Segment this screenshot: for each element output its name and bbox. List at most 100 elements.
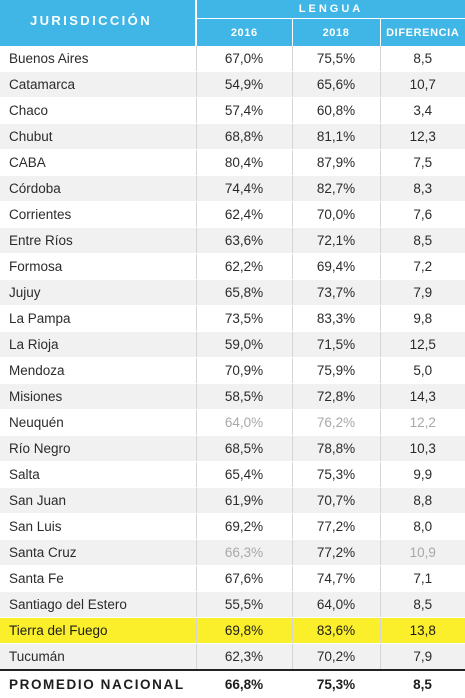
- jurisdiccion-cell: Misiones: [0, 383, 197, 410]
- header-jurisdiccion: JURISDICCIÓN: [0, 0, 197, 46]
- value-2016-cell: 65,4%: [195, 461, 292, 488]
- diferencia-cell: 9,8: [379, 305, 465, 332]
- value-2016-cell: 62,3%: [195, 643, 292, 671]
- table-row: La Pampa 73,5% 83,3% 9,8: [0, 305, 465, 332]
- value-2018-cell: 76,2%: [291, 409, 380, 436]
- jurisdiccion-cell: CABA: [0, 149, 197, 176]
- jurisdiccion-cell: Tucumán: [0, 643, 197, 671]
- jurisdiccion-cell: La Rioja: [0, 331, 197, 358]
- jurisdiccion-cell: Salta: [0, 461, 197, 488]
- total-2016: 66,8%: [196, 669, 292, 698]
- table-row: San Juan 61,9% 70,7% 8,8: [0, 487, 465, 514]
- jurisdiccion-cell: Entre Ríos: [0, 227, 197, 254]
- diferencia-cell: 7,5: [379, 149, 465, 176]
- table-row: Córdoba 74,4% 82,7% 8,3: [0, 175, 465, 202]
- diferencia-cell: 7,2: [379, 253, 465, 280]
- table-row: Catamarca 54,9% 65,6% 10,7: [0, 71, 465, 98]
- jurisdiccion-cell: Mendoza: [0, 357, 197, 384]
- value-2018-cell: 74,7%: [291, 565, 380, 592]
- table-row: San Luis 69,2% 77,2% 8,0: [0, 513, 465, 540]
- diferencia-cell: 10,3: [379, 435, 465, 462]
- value-2018-cell: 73,7%: [291, 279, 380, 306]
- value-2018-cell: 72,1%: [291, 227, 380, 254]
- value-2018-cell: 75,5%: [291, 46, 380, 72]
- diferencia-cell: 7,9: [379, 279, 465, 306]
- jurisdiccion-cell: Santa Cruz: [0, 539, 197, 566]
- table-row: Mendoza 70,9% 75,9% 5,0: [0, 357, 465, 384]
- jurisdiccion-cell: San Juan: [0, 487, 197, 514]
- value-2018-cell: 69,4%: [291, 253, 380, 280]
- value-2016-cell: 54,9%: [195, 71, 292, 98]
- value-2018-cell: 77,2%: [291, 539, 380, 566]
- value-2016-cell: 73,5%: [195, 305, 292, 332]
- table-row: Misiones 58,5% 72,8% 14,3: [0, 383, 465, 410]
- jurisdiccion-cell: Santa Fe: [0, 565, 197, 592]
- table-row: Neuquén 64,0% 76,2% 12,2: [0, 409, 465, 436]
- diferencia-cell: 9,9: [379, 461, 465, 488]
- diferencia-cell: 7,9: [379, 643, 465, 671]
- jurisdiccion-cell: Córdoba: [0, 175, 197, 202]
- value-2016-cell: 62,4%: [195, 201, 292, 228]
- jurisdiccion-cell: Chubut: [0, 123, 197, 150]
- value-2018-cell: 78,8%: [291, 435, 380, 462]
- jurisdiccion-cell: Formosa: [0, 253, 197, 280]
- diferencia-cell: 14,3: [379, 383, 465, 410]
- value-2016-cell: 59,0%: [195, 331, 292, 358]
- table-row: Río Negro 68,5% 78,8% 10,3: [0, 435, 465, 462]
- header-lengua: LENGUA: [196, 0, 465, 19]
- table-row: Salta 65,4% 75,3% 9,9: [0, 461, 465, 488]
- table-row: Corrientes 62,4% 70,0% 7,6: [0, 201, 465, 228]
- table-row: Santiago del Estero 55,5% 64,0% 8,5: [0, 591, 465, 618]
- table-row: Chaco 57,4% 60,8% 3,4: [0, 97, 465, 124]
- value-2018-cell: 72,8%: [291, 383, 380, 410]
- jurisdiccion-cell: Jujuy: [0, 279, 197, 306]
- value-2016-cell: 63,6%: [195, 227, 292, 254]
- highlighted-row: Tierra del Fuego 69,8% 83,6% 13,8: [0, 617, 465, 644]
- table-row: Chubut 68,8% 81,1% 12,3: [0, 123, 465, 150]
- jurisdiccion-cell: Río Negro: [0, 435, 197, 462]
- table-header: JURISDICCIÓN LENGUA 2016 2018 DIFERENCIA: [0, 0, 465, 46]
- diferencia-cell: 8,5: [379, 591, 465, 618]
- jurisdiccion-cell: Santiago del Estero: [0, 591, 197, 618]
- jurisdiccion-cell: Neuquén: [0, 409, 197, 436]
- jurisdiccion-cell: Corrientes: [0, 201, 197, 228]
- total-diferencia: 8,5: [380, 669, 465, 698]
- jurisdiccion-cell: Tierra del Fuego: [0, 617, 197, 644]
- value-2018-cell: 82,7%: [291, 175, 380, 202]
- value-2016-cell: 66,3%: [195, 539, 292, 566]
- total-label: PROMEDIO NACIONAL: [0, 669, 196, 698]
- diferencia-cell: 13,8: [379, 617, 465, 644]
- table-row: CABA 80,4% 87,9% 7,5: [0, 149, 465, 176]
- table-row: La Rioja 59,0% 71,5% 12,5: [0, 331, 465, 358]
- diferencia-cell: 7,1: [379, 565, 465, 592]
- value-2016-cell: 68,8%: [195, 123, 292, 150]
- diferencia-cell: 10,7: [379, 71, 465, 98]
- diferencia-cell: 5,0: [379, 357, 465, 384]
- value-2018-cell: 83,3%: [291, 305, 380, 332]
- value-2018-cell: 70,2%: [291, 643, 380, 671]
- table-row: Jujuy 65,8% 73,7% 7,9: [0, 279, 465, 306]
- diferencia-cell: 3,4: [379, 97, 465, 124]
- jurisdiccion-cell: Buenos Aires: [0, 46, 197, 72]
- value-2016-cell: 58,5%: [195, 383, 292, 410]
- value-2018-cell: 60,8%: [291, 97, 380, 124]
- jurisdiccion-cell: Chaco: [0, 97, 197, 124]
- value-2016-cell: 69,2%: [195, 513, 292, 540]
- total-2018: 75,3%: [292, 669, 380, 698]
- value-2016-cell: 67,6%: [195, 565, 292, 592]
- table-row: Tucumán 62,3% 70,2% 7,9: [0, 643, 465, 671]
- value-2016-cell: 55,5%: [195, 591, 292, 618]
- diferencia-cell: 12,5: [379, 331, 465, 358]
- value-2018-cell: 75,3%: [291, 461, 380, 488]
- diferencia-cell: 8,8: [379, 487, 465, 514]
- table-row: Entre Ríos 63,6% 72,1% 8,5: [0, 227, 465, 254]
- value-2016-cell: 65,8%: [195, 279, 292, 306]
- header-2018: 2018: [291, 18, 380, 46]
- jurisdiccion-cell: Catamarca: [0, 71, 197, 98]
- value-2018-cell: 81,1%: [291, 123, 380, 150]
- diferencia-cell: 12,2: [379, 409, 465, 436]
- value-2016-cell: 57,4%: [195, 97, 292, 124]
- diferencia-cell: 7,6: [379, 201, 465, 228]
- value-2018-cell: 83,6%: [291, 617, 380, 644]
